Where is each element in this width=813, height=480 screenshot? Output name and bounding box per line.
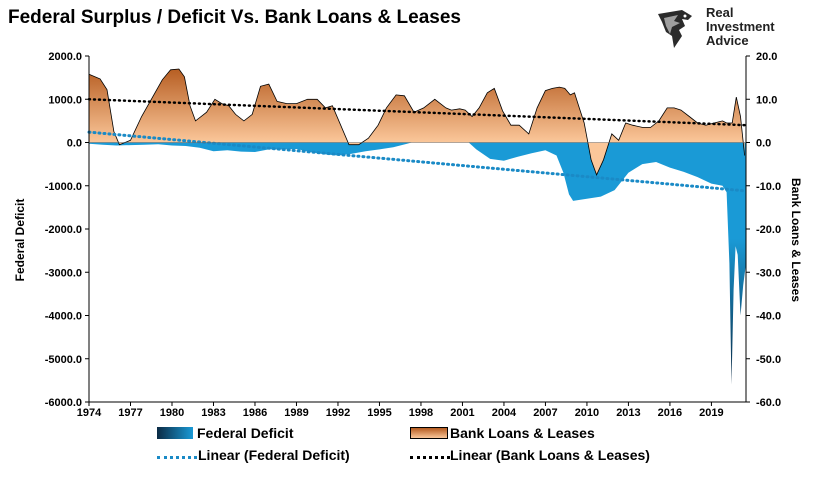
- series-bank-loans-outline: [88, 68, 745, 176]
- logo-text: Real Investment Advice: [706, 6, 775, 48]
- logo-line-2: Investment: [706, 19, 775, 34]
- eagle-logo-icon: [658, 10, 692, 48]
- legend-swatch-deficit: [157, 427, 193, 439]
- x-tick-label: 2016: [658, 407, 682, 419]
- x-tick-label: 2010: [575, 407, 599, 419]
- series-federal-deficit-area: [89, 132, 746, 385]
- x-tick-label: 2004: [492, 407, 517, 419]
- logo-line-3: Advice: [706, 33, 749, 48]
- y-left-tick-label: 2000.0: [48, 51, 82, 63]
- x-tick-label: 1998: [409, 407, 433, 419]
- y-right-tick-label: 20.0: [756, 51, 777, 63]
- trendline-federal-deficit: [87, 130, 748, 193]
- legend-label-deficit: Federal Deficit: [197, 425, 294, 441]
- y-left-tick-label: -5000.0: [45, 354, 82, 366]
- y-left-tick-label: 0.0: [67, 138, 82, 150]
- x-tick-label: 2013: [616, 407, 640, 419]
- x-tick-label: 1992: [326, 407, 350, 419]
- x-tick-label: 1989: [284, 407, 308, 419]
- y-right-tick-label: 10.0: [756, 94, 777, 106]
- x-tick-label: 1995: [367, 407, 391, 419]
- x-tick-label: 1980: [160, 407, 184, 419]
- y-right-tick-label: -10.0: [756, 181, 781, 193]
- trendline-bank-loans: [87, 98, 748, 127]
- legend-label-bank: Bank Loans & Leases: [450, 425, 595, 441]
- y-right-tick-label: 0.0: [756, 138, 771, 150]
- x-tick-label: 1983: [201, 407, 225, 419]
- legend-swatch-linear-bank: [410, 456, 450, 459]
- y-left-tick-label: 1000.0: [48, 94, 82, 106]
- y-right-tick-label: -60.0: [756, 397, 781, 409]
- x-tick-label: 2019: [699, 407, 723, 419]
- chart-title: Federal Surplus / Deficit Vs. Bank Loans…: [8, 7, 461, 28]
- x-tick-label: 1974: [77, 407, 102, 419]
- y-right-tick-label: -30.0: [756, 267, 781, 279]
- x-tick-label: 2001: [450, 407, 474, 419]
- series-bank-loans-area: [89, 69, 745, 175]
- x-tick-label: 1977: [118, 407, 142, 419]
- y-left-tick-label: -6000.0: [45, 397, 82, 409]
- y-left-tick-label: -1000.0: [45, 181, 82, 193]
- y-right-tick-label: -40.0: [756, 311, 781, 323]
- real-investment-advice-logo: Real Investment Advice: [652, 6, 802, 56]
- y-right-tick-label: -50.0: [756, 354, 781, 366]
- x-tick-label: 1986: [243, 407, 267, 419]
- y-left-tick-label: -2000.0: [45, 224, 82, 236]
- y-left-tick-label: -3000.0: [45, 267, 82, 279]
- logo-line-1: Real: [706, 5, 734, 20]
- y-left-tick-label: -4000.0: [45, 311, 82, 323]
- legend-label-linear-deficit: Linear (Federal Deficit): [198, 447, 350, 463]
- legend-swatch-linear-deficit: [157, 456, 197, 459]
- legend-swatch-bank: [410, 427, 448, 439]
- legend-label-linear-bank: Linear (Bank Loans & Leases): [450, 447, 650, 463]
- y-right-tick-label: -20.0: [756, 224, 781, 236]
- x-tick-label: 2007: [533, 407, 557, 419]
